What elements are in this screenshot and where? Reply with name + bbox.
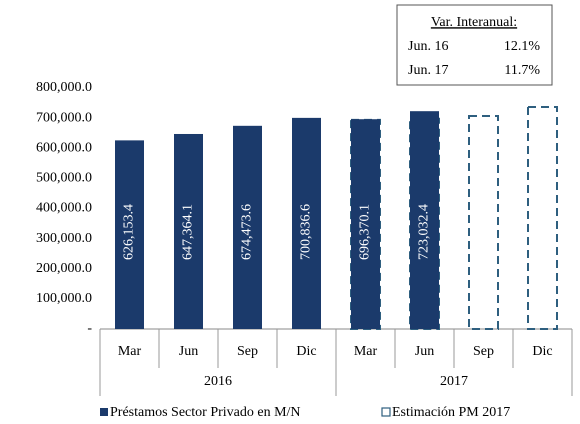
- y-tick-label: 700,000.0: [36, 110, 92, 125]
- x-tick-label: Mar: [118, 344, 142, 359]
- annotation-value: 11.7%: [504, 63, 540, 78]
- y-tick-label: -: [87, 321, 92, 336]
- annotation-label: Jun. 17: [408, 63, 448, 78]
- bar: [410, 111, 439, 329]
- year-label: 2017: [440, 374, 468, 389]
- year-label: 2016: [204, 374, 232, 389]
- y-tick-label: 800,000.0: [36, 80, 92, 95]
- bar: [174, 133, 203, 329]
- legend-marker: [100, 408, 108, 416]
- bar: [292, 117, 321, 329]
- bar: [351, 119, 380, 329]
- bar: [115, 140, 144, 329]
- annotation-label: Jun. 16: [408, 39, 448, 54]
- x-tick-label: Jun: [415, 344, 434, 359]
- bar: [233, 125, 262, 330]
- annotation-title: Var. Interanual:: [431, 15, 517, 30]
- x-tick-label: Mar: [354, 344, 378, 359]
- legend-label: Estimación PM 2017: [392, 405, 510, 420]
- value-label: 647,364.1: [181, 204, 196, 260]
- y-tick-label: 100,000.0: [36, 291, 92, 306]
- y-tick-label: 500,000.0: [36, 171, 92, 186]
- y-tick-label: 400,000.0: [36, 201, 92, 216]
- y-tick-label: 600,000.0: [36, 140, 92, 155]
- value-label: 723,032.4: [417, 204, 432, 260]
- estimate-bar: [468, 115, 499, 330]
- y-tick-label: 200,000.0: [36, 261, 92, 276]
- value-label: 626,153.4: [122, 204, 137, 260]
- x-tick-label: Sep: [237, 344, 258, 359]
- x-tick-label: Dic: [532, 344, 552, 359]
- value-label: 696,370.1: [358, 204, 373, 260]
- x-tick-label: Dic: [296, 344, 316, 359]
- legend-marker: [381, 407, 391, 417]
- estimate-bar: [527, 105, 558, 331]
- y-tick-label: 300,000.0: [36, 231, 92, 246]
- x-tick-label: Sep: [473, 344, 494, 359]
- x-tick-label: Jun: [179, 344, 198, 359]
- annotation-box: [396, 4, 553, 86]
- annotation-value: 12.1%: [504, 39, 541, 54]
- value-label: 700,836.6: [299, 204, 314, 260]
- value-label: 674,473.6: [240, 204, 255, 260]
- legend-label: Préstamos Sector Privado en M/N: [110, 405, 301, 420]
